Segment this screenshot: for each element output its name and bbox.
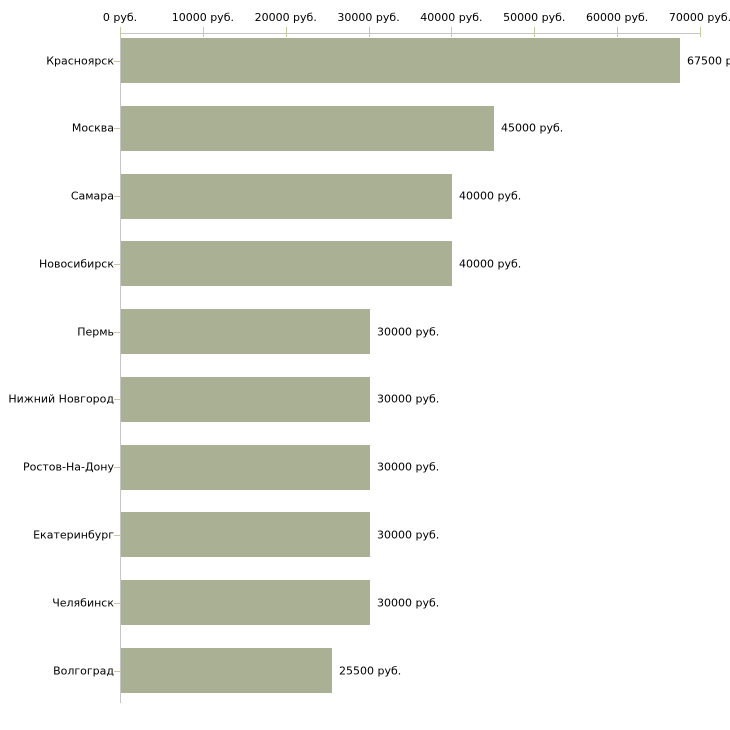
category-tick: [114, 128, 120, 130]
bar: [121, 105, 494, 151]
bar: [121, 241, 452, 287]
x-axis-tick-label: 10000 руб.: [171, 11, 234, 24]
category-label: Екатеринбург: [33, 528, 114, 542]
category-tick: [114, 534, 120, 536]
category-label: Челябинск: [52, 596, 114, 610]
category-label: Самара: [70, 189, 114, 203]
x-axis-tick: [285, 27, 287, 37]
category-label: Нижний Новгород: [8, 392, 114, 406]
category-label: Красноярск: [46, 54, 114, 67]
y-axis-line: [120, 33, 121, 703]
bar: [121, 376, 370, 422]
x-axis-tick-label: 0 руб.: [102, 11, 138, 24]
x-axis-tick: [202, 27, 204, 37]
category-label: Ростов-На-Дону: [22, 460, 114, 474]
value-label: 30000 руб.: [377, 528, 440, 542]
bar: [121, 38, 680, 83]
category-label: Москва: [71, 121, 114, 135]
x-axis-tick: [451, 27, 453, 37]
x-axis-tick: [120, 27, 121, 37]
value-label: 30000 руб.: [377, 460, 440, 474]
x-axis-tick: [368, 27, 370, 37]
x-axis-line: [120, 33, 701, 34]
x-axis-tick-label: 60000 руб.: [586, 11, 649, 24]
x-axis-tick: [534, 27, 536, 37]
category-tick: [114, 196, 120, 198]
bar: [121, 580, 370, 626]
value-label: 45000 руб.: [501, 121, 564, 135]
bar: [121, 648, 332, 694]
x-axis-tick-label: 70000 руб.: [668, 11, 730, 24]
category-tick: [114, 331, 120, 333]
value-label: 30000 руб.: [377, 596, 440, 610]
category-tick: [114, 670, 120, 672]
category-label: Пермь: [77, 325, 114, 339]
value-label: 30000 руб.: [377, 325, 440, 339]
category-tick: [114, 602, 120, 604]
x-axis-tick-label: 20000 руб.: [254, 11, 317, 24]
x-axis-tick-label: 30000 руб.: [337, 11, 400, 24]
x-axis-tick-label: 40000 руб.: [420, 11, 483, 24]
value-label: 25500 руб.: [339, 664, 402, 678]
bar: [121, 444, 370, 490]
x-axis-tick: [700, 27, 701, 37]
category-tick: [114, 263, 120, 265]
value-label: 67500 руб.: [687, 54, 730, 67]
category-tick: [114, 467, 120, 469]
category-tick: [114, 60, 120, 62]
bar: [121, 309, 370, 355]
bar: [121, 512, 370, 558]
value-label: 30000 руб.: [377, 392, 440, 406]
value-label: 40000 руб.: [459, 257, 522, 271]
x-axis-tick: [617, 27, 619, 37]
category-tick: [114, 399, 120, 401]
x-axis-tick-label: 50000 руб.: [503, 11, 566, 24]
bar: [121, 173, 452, 219]
value-label: 40000 руб.: [459, 189, 522, 203]
category-label: Волгоград: [53, 664, 114, 678]
category-label: Новосибирск: [38, 257, 114, 271]
